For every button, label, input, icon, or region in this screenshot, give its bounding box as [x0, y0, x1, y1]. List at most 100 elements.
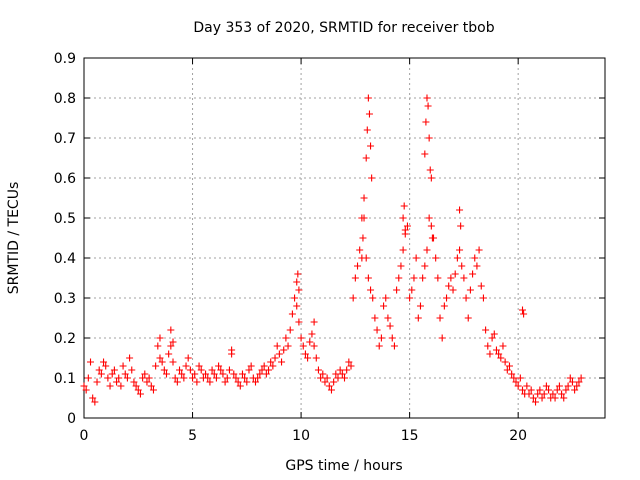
data-point — [145, 374, 153, 382]
data-point — [482, 326, 490, 334]
data-point — [236, 382, 244, 390]
data-point — [336, 366, 344, 374]
data-point — [473, 262, 481, 270]
data-point — [551, 394, 559, 402]
data-point — [358, 254, 366, 262]
data-point — [369, 294, 377, 302]
data-point — [325, 382, 333, 390]
data-point — [104, 374, 112, 382]
data-point — [95, 366, 103, 374]
data-point — [193, 378, 201, 386]
data-point — [306, 338, 314, 346]
data-point — [108, 370, 116, 378]
data-point — [141, 370, 149, 378]
data-point — [399, 246, 407, 254]
data-point — [245, 366, 253, 374]
data-point — [425, 214, 433, 222]
data-point — [323, 374, 331, 382]
data-point — [280, 346, 288, 354]
data-point — [495, 350, 503, 358]
data-point — [549, 390, 557, 398]
data-point — [254, 374, 262, 382]
data-point — [304, 354, 312, 362]
data-point — [262, 370, 270, 378]
data-point — [232, 374, 240, 382]
data-point — [93, 378, 101, 386]
data-point — [512, 378, 520, 386]
data-point — [536, 386, 544, 394]
data-point — [359, 234, 367, 242]
data-point — [154, 342, 162, 350]
data-point — [434, 274, 442, 282]
data-point — [210, 370, 218, 378]
y-tick-label: 0.9 — [54, 51, 76, 67]
data-point — [545, 386, 553, 394]
data-point — [123, 374, 131, 382]
data-point — [553, 386, 561, 394]
data-point — [523, 382, 531, 390]
data-point — [449, 286, 457, 294]
data-point — [89, 394, 97, 402]
data-point — [571, 386, 579, 394]
data-point — [560, 394, 568, 402]
data-point — [440, 302, 448, 310]
data-point — [538, 394, 546, 402]
data-point — [367, 142, 375, 150]
data-point — [278, 358, 286, 366]
data-point — [143, 378, 151, 386]
grid — [84, 58, 605, 418]
data-point — [397, 262, 405, 270]
data-point — [384, 314, 392, 322]
data-point — [152, 362, 160, 370]
data-point — [377, 334, 385, 342]
data-point — [338, 370, 346, 378]
data-point — [456, 206, 464, 214]
data-point — [525, 390, 533, 398]
data-point — [365, 110, 373, 118]
data-point — [80, 382, 88, 390]
data-point — [341, 374, 348, 382]
data-point — [219, 370, 227, 378]
data-point — [310, 342, 318, 350]
data-point — [428, 234, 436, 242]
data-point — [258, 366, 266, 374]
data-point — [462, 294, 470, 302]
data-point — [169, 358, 177, 366]
data-point — [510, 374, 518, 382]
data-point — [457, 222, 465, 230]
data-point — [492, 346, 500, 354]
data-point — [414, 314, 422, 322]
data-point — [286, 326, 294, 334]
data-point — [453, 254, 461, 262]
data-point — [149, 386, 157, 394]
data-point — [469, 270, 477, 278]
data-point — [568, 378, 576, 386]
data-point — [386, 322, 394, 330]
data-point — [406, 294, 414, 302]
data-point — [160, 366, 168, 374]
data-point — [294, 270, 302, 278]
data-point — [471, 254, 479, 262]
data-point — [477, 282, 485, 290]
data-point — [247, 362, 255, 370]
data-point — [230, 370, 238, 378]
data-point — [126, 354, 134, 362]
data-point — [238, 370, 246, 378]
data-point — [327, 386, 335, 394]
data-point — [426, 166, 434, 174]
plot-frame — [83, 57, 606, 419]
data-point — [490, 330, 498, 338]
data-point — [332, 370, 340, 378]
data-point — [295, 286, 303, 294]
data-point — [180, 374, 188, 382]
data-point — [271, 354, 279, 362]
data-point — [573, 382, 581, 390]
data-point — [443, 294, 451, 302]
data-point — [360, 214, 368, 222]
data-point — [167, 342, 175, 350]
data-point — [390, 342, 398, 350]
data-point — [382, 294, 390, 302]
data-point — [297, 334, 305, 342]
data-point — [184, 354, 192, 362]
